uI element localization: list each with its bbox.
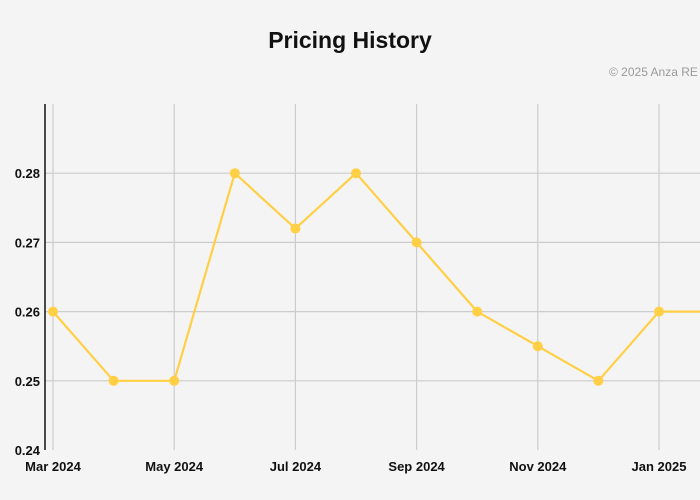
y-tick-label: 0.28	[15, 166, 40, 181]
data-point[interactable]	[472, 306, 483, 317]
x-tick-label: Mar 2024	[25, 459, 81, 474]
data-point[interactable]	[229, 168, 240, 179]
data-point[interactable]	[593, 375, 604, 386]
copyright-text: © 2025 Anza RE	[609, 65, 698, 79]
data-point[interactable]	[351, 168, 361, 179]
tick-labels: 0.24 0.25 0.26 0.27 0.28 Mar 2024 May 2024 Jul …	[15, 166, 687, 474]
series-line-0	[52, 172, 700, 382]
grid-lines	[45, 104, 700, 450]
x-tick-label: Nov 2024	[509, 459, 567, 474]
x-tick-label: Jul 2024	[270, 459, 322, 474]
x-tick-label: Sep 2024	[388, 459, 445, 474]
y-tick-label: 0.26	[15, 305, 40, 320]
y-tick-label: 0.25	[15, 374, 40, 389]
series-layer	[48, 168, 700, 386]
x-tick-label: May 2024	[145, 459, 204, 474]
data-point[interactable]	[532, 341, 543, 352]
data-point[interactable]	[290, 223, 301, 234]
x-tick-label: Jan 2025	[632, 459, 687, 474]
y-tick-label: 0.24	[15, 443, 41, 458]
data-point[interactable]	[169, 375, 180, 386]
data-point[interactable]	[411, 237, 422, 248]
y-tick-label: 0.27	[15, 235, 40, 250]
data-point[interactable]	[108, 375, 119, 386]
data-point[interactable]	[48, 306, 58, 317]
chart-title: Pricing History	[268, 27, 432, 53]
data-point[interactable]	[654, 306, 664, 317]
